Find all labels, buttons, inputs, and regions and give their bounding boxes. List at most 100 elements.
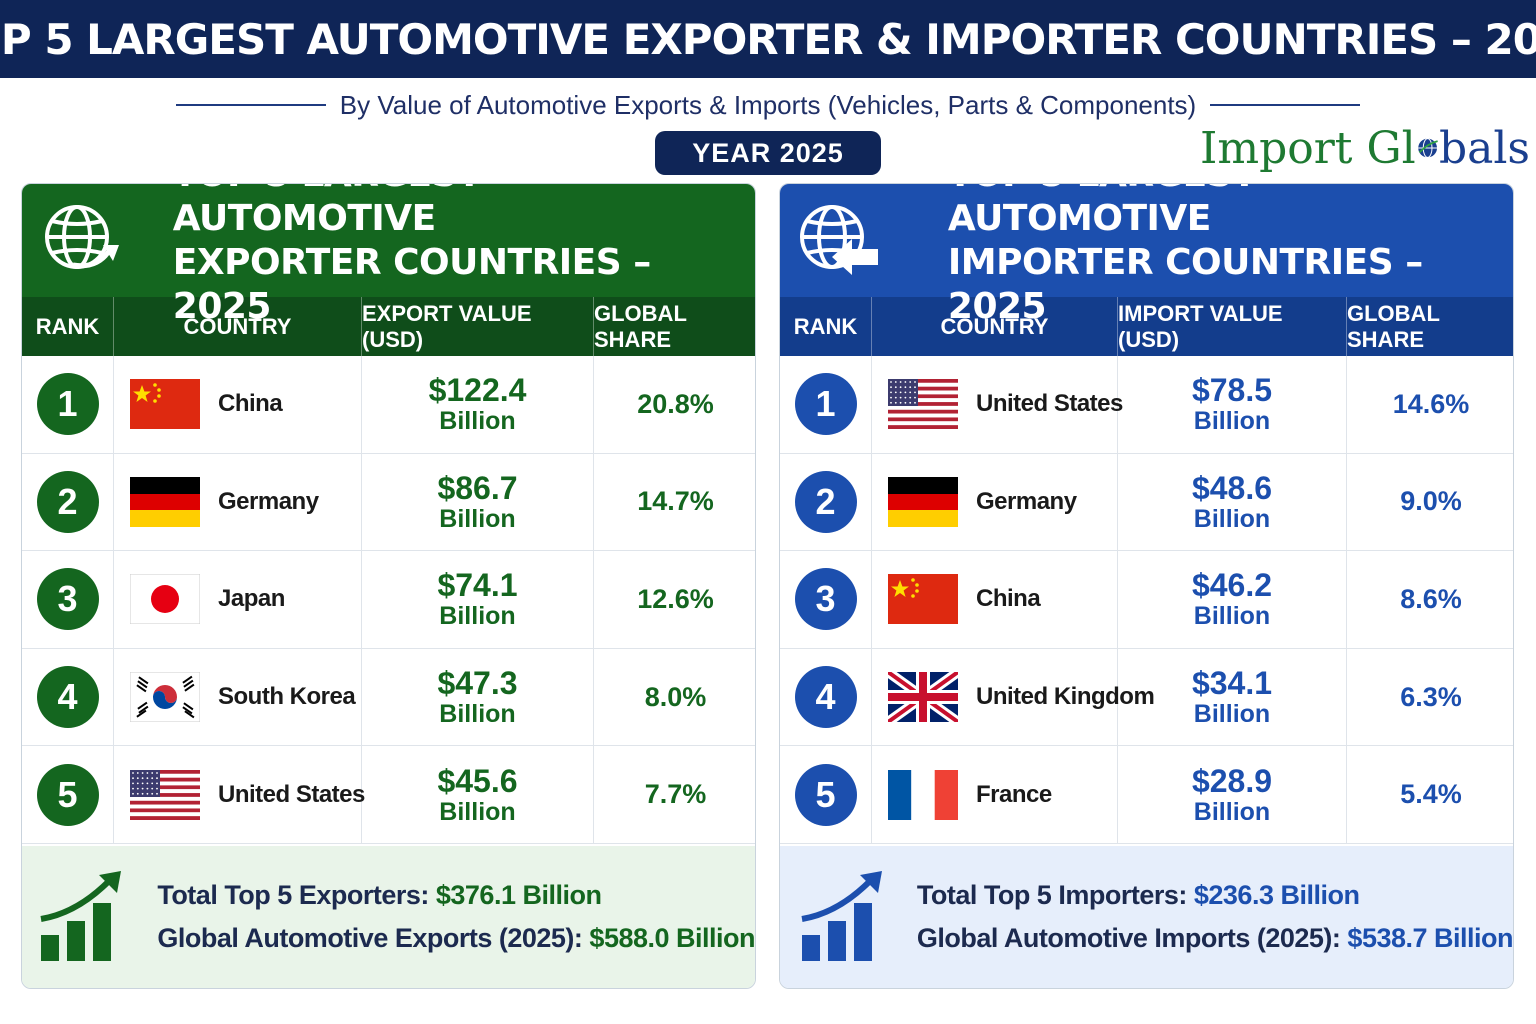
exporters-title-line1: TOP 5 LARGEST AUTOMOTIVE (172, 184, 482, 239)
value-unit: Billion (1193, 407, 1271, 436)
rank-cell: 2 (780, 453, 872, 551)
country-cell: Germany (872, 453, 1118, 551)
value-unit: Billion (439, 700, 516, 729)
country-cell: France (872, 746, 1118, 843)
importers-total-line: Total Top 5 Importers: $236.3 Billion (917, 880, 1513, 911)
value-amount: $86.7 (437, 469, 518, 506)
value-unit: Billion (439, 504, 516, 533)
table-row: 5 France $28.9 Billion 5.4% (780, 746, 1513, 844)
global-share-cell: 5.4% (1400, 779, 1462, 810)
globe-arrow-out-icon (22, 184, 141, 297)
country-name: France (976, 780, 1052, 808)
value-amount: $28.9 (1191, 762, 1273, 799)
importers-global-line: Global Automotive Imports (2025): $538.7… (917, 923, 1513, 954)
value-amount: $47.3 (437, 665, 518, 702)
table-row: 2 Germany $48.6 Billion 9.0% (780, 453, 1513, 552)
rank-cell: 4 (780, 648, 872, 746)
global-share-cell: 14.6% (1392, 388, 1470, 419)
importers-panel: TOP 5 LARGEST AUTOMOTIVE IMPORTER COUNTR… (779, 183, 1514, 989)
country-cell: China (114, 356, 362, 453)
country-name: China (218, 390, 283, 418)
exporters-rows: 1 China $122.4 Billion 20.8% 2 Germany $86.7 Bil… (22, 356, 755, 844)
global-share-cell: 6.3% (1400, 681, 1462, 712)
importers-rows: 1 United States $78.5 Billion 14.6% 2 Germany $… (780, 356, 1513, 844)
value-amount: $34.1 (1191, 665, 1273, 702)
table-row: 3 Japan $74.1 Billion 12.6% (22, 551, 755, 649)
country-name: Japan (218, 585, 285, 613)
importers-column-headers: RANK COUNTRY IMPORT VALUE (USD) GLOBAL S… (780, 297, 1513, 356)
value-cell: $122.4 Billion (362, 356, 594, 453)
value-unit: Billion (1193, 602, 1271, 631)
japan-flag-icon (130, 574, 200, 625)
rank-cell: 1 (22, 356, 114, 453)
col-country: COUNTRY (872, 297, 1118, 356)
col-global-share: GLOBAL SHARE (1347, 300, 1440, 352)
south-korea-flag-icon (130, 672, 200, 723)
value-cell: $45.6 Billion (362, 746, 594, 843)
china-flag-icon (888, 574, 958, 625)
importers-title: TOP 5 LARGEST AUTOMOTIVE IMPORTER COUNTR… (947, 184, 1513, 329)
country-cell: United Kingdom (872, 648, 1155, 746)
value-cell: $86.7 Billion (362, 453, 594, 551)
importers-title-line2: IMPORTER COUNTRIES – 2025 (947, 241, 1423, 327)
value-unit: Billion (439, 797, 516, 826)
col-global-share: GLOBAL SHARE (594, 300, 687, 352)
table-row: 3 China $46.2 Billion 8.6% (780, 551, 1513, 649)
col-import-value: IMPORT VALUE (USD) (1118, 297, 1347, 356)
country-name: China (976, 585, 1041, 613)
importers-header: TOP 5 LARGEST AUTOMOTIVE IMPORTER COUNTR… (780, 184, 1513, 327)
value-cell: $74.1 Billion (362, 551, 594, 648)
country-cell: South Korea (114, 648, 362, 746)
country-cell: China (872, 551, 1118, 648)
rank-badge: 1 (794, 373, 857, 436)
rank-cell: 1 (780, 356, 872, 453)
table-row: 4 South Korea $47.3 Billion 8.0% (22, 648, 755, 747)
value-cell: $46.2 Billion (1118, 551, 1347, 648)
rank-cell: 2 (22, 453, 114, 551)
brand-text-part2: bals (1438, 122, 1530, 174)
growth-chart-icon (780, 846, 907, 988)
rank-cell: 3 (780, 551, 872, 648)
exporters-panel: TOP 5 LARGEST AUTOMOTIVE EXPORTER COUNTR… (21, 183, 756, 989)
global-share-cell: 8.6% (1400, 583, 1462, 614)
exporters-title: TOP 5 LARGEST AUTOMOTIVE EXPORTER COUNTR… (172, 184, 755, 329)
exporters-global-label: Global Automotive Exports (2025): (157, 923, 583, 953)
country-cell: United States (872, 356, 1123, 453)
rank-badge: 2 (36, 470, 99, 533)
rank-badge: 5 (794, 763, 857, 826)
col-rank: RANK (22, 297, 114, 356)
importers-total-label: Total Top 5 Importers: (916, 880, 1188, 910)
table-row: 2 Germany $86.7 Billion 14.7% (22, 453, 755, 552)
country-name: South Korea (218, 683, 356, 711)
exporters-global-value: $588.0 Billion (589, 923, 755, 953)
china-flag-icon (130, 379, 200, 430)
country-cell: Germany (114, 453, 362, 551)
importers-summary: Total Top 5 Importers: $236.3 Billion Gl… (780, 846, 1513, 988)
rank-badge: 3 (36, 568, 99, 631)
germany-flag-icon (888, 476, 958, 527)
rank-cell: 3 (22, 551, 114, 648)
country-name: United Kingdom (976, 683, 1155, 711)
year-badge: YEAR 2025 (655, 131, 881, 175)
exporters-total-value: $376.1 Billion (435, 880, 602, 910)
value-cell: $34.1 Billion (1118, 648, 1347, 746)
rank-badge: 5 (36, 763, 99, 826)
col-country: COUNTRY (114, 297, 362, 356)
global-share-cell: 8.0% (644, 681, 707, 712)
rank-badge: 1 (36, 373, 99, 436)
exporters-title-line2: EXPORTER COUNTRIES – 2025 (172, 241, 651, 327)
subtitle: By Value of Automotive Exports & Imports… (339, 89, 1197, 120)
table-row: 5 United States $45.6 Billion 7.7% (22, 746, 755, 844)
col-rank: RANK (780, 297, 872, 356)
importers-global-value: $538.7 Billion (1347, 923, 1513, 953)
importers-title-line1: TOP 5 LARGEST AUTOMOTIVE (947, 184, 1257, 239)
country-name: United States (218, 780, 365, 808)
rank-badge: 2 (794, 470, 857, 533)
country-cell: United States (114, 746, 365, 843)
global-share-cell: 9.0% (1400, 486, 1462, 517)
rank-badge: 4 (36, 666, 99, 729)
value-unit: Billion (439, 602, 516, 631)
brand-text-part1: Import Gl (1200, 122, 1416, 174)
table-row: 4 United Kingdom $34.1 Billion 6.3% (780, 648, 1513, 747)
uk-flag-icon (888, 672, 958, 723)
